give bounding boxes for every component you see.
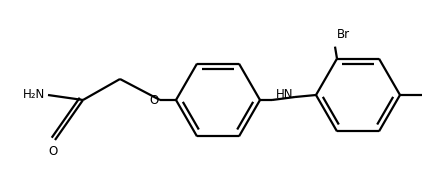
Text: O: O: [49, 145, 57, 158]
Text: Br: Br: [337, 28, 350, 41]
Text: H₂N: H₂N: [23, 88, 45, 101]
Text: HN: HN: [275, 88, 293, 101]
Text: O: O: [150, 94, 158, 106]
